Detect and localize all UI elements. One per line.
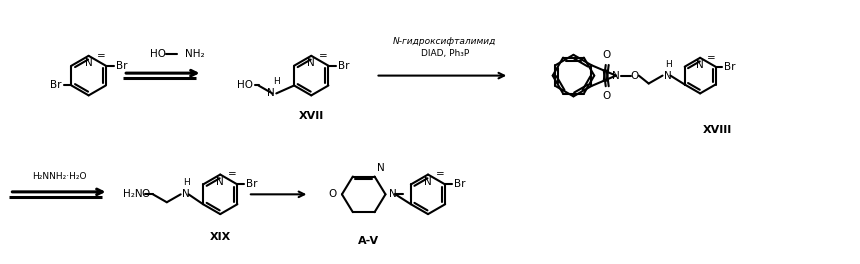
Text: O: O [603,91,611,101]
Text: O: O [329,189,337,199]
Text: N: N [377,163,384,173]
Text: XVII: XVII [298,111,324,121]
Text: N: N [697,60,704,70]
Text: Br: Br [115,61,127,71]
Text: XIX: XIX [210,232,230,242]
Text: DIAD, Ph₃P: DIAD, Ph₃P [421,49,469,58]
Text: N: N [664,70,672,81]
Text: O: O [630,70,639,81]
Text: H₂N: H₂N [123,189,143,199]
Text: N: N [390,189,397,199]
Text: H: H [183,178,190,187]
Text: H: H [665,60,672,69]
Text: HO: HO [237,81,253,91]
Text: =: = [436,169,445,180]
Text: =: = [96,51,105,61]
Text: H₂NNH₂·H₂O: H₂NNH₂·H₂O [32,172,86,181]
Text: H: H [273,78,280,87]
Text: O: O [603,50,611,60]
Text: NH₂: NH₂ [185,49,204,59]
Text: O: O [141,189,150,199]
Text: Br: Br [454,180,465,190]
Text: Br: Br [50,81,62,91]
Text: Br: Br [338,61,350,71]
Text: XVIII: XVIII [703,125,732,135]
Text: A-V: A-V [358,236,379,246]
Text: Br: Br [246,180,258,190]
Text: N: N [424,177,432,187]
Text: N: N [217,177,224,187]
Text: N: N [85,58,93,68]
Text: N: N [612,70,620,81]
Text: =: = [707,53,716,63]
Text: N: N [307,58,315,68]
Text: N-гидроксифталимид: N-гидроксифталимид [393,37,496,46]
Text: HO: HO [150,49,166,59]
Text: N: N [267,88,274,98]
Text: =: = [228,169,236,180]
Text: Br: Br [724,62,736,72]
Text: =: = [319,51,328,61]
Text: N: N [181,189,189,199]
